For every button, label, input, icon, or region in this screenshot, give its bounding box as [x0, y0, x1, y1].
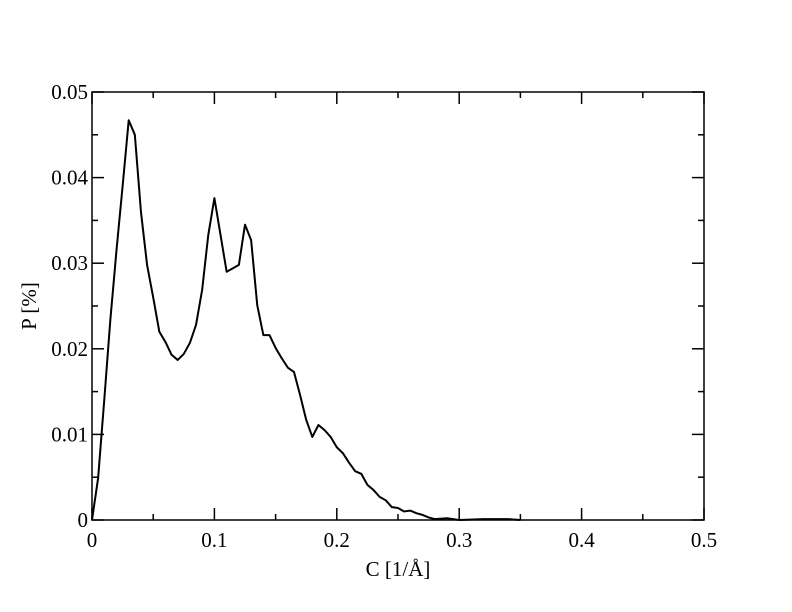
x-axis-label: C [1/Å] [366, 557, 431, 581]
y-tick-label: 0.03 [51, 251, 88, 275]
y-tick-label: 0.02 [51, 337, 88, 361]
x-tick-label: 0.2 [324, 528, 350, 552]
y-tick-label: 0 [78, 508, 89, 532]
x-tick-label: 0 [87, 528, 98, 552]
y-tick-label: 0.01 [51, 422, 88, 446]
data-line [91, 119, 521, 521]
y-axis-label: P [%] [17, 282, 41, 330]
y-tick-label: 0.04 [51, 166, 88, 190]
y-tick-label: 0.05 [51, 80, 88, 104]
x-tick-label: 0.4 [568, 528, 595, 552]
plot-frame [91, 91, 705, 521]
x-tick-label: 0.1 [201, 528, 227, 552]
x-tick-label: 0.5 [691, 528, 717, 552]
x-tick-label: 0.3 [446, 528, 472, 552]
